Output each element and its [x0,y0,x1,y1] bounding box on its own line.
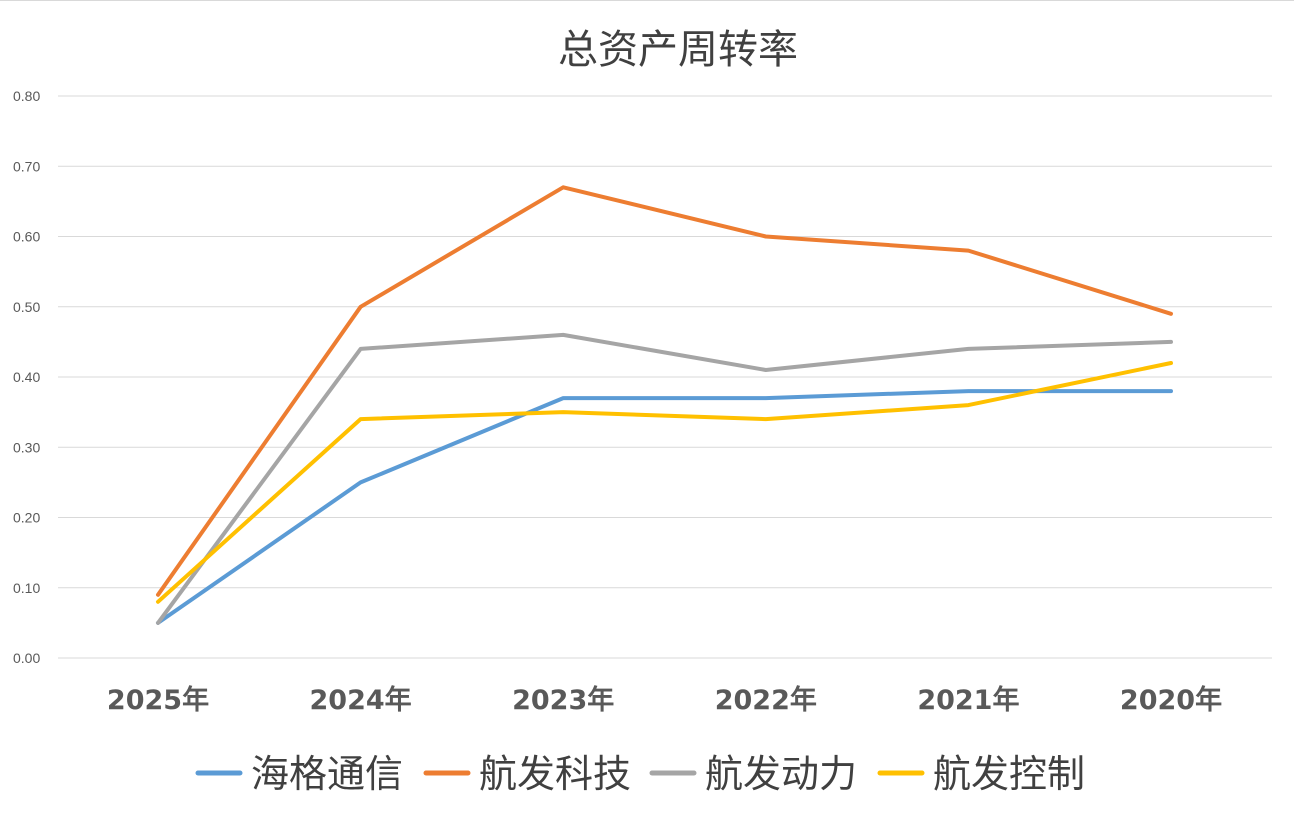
gridlines [58,95,1272,659]
y-tick-label: 0.00 [13,650,40,666]
y-tick-label: 0.20 [13,510,40,526]
series-line-3 [156,332,1173,625]
x-tick-label: 2025年 [107,684,209,716]
x-tick-label: 2020年 [1120,684,1222,716]
y-axis-ticks: 0.00 0.10 0.20 0.30 0.40 0.50 0.60 0.70 0.80 [13,88,40,666]
legend-item: 航发科技 [423,752,631,796]
y-tick-label: 0.40 [13,369,40,385]
y-tick-label: 0.50 [13,299,40,315]
series-line-2 [156,185,1173,597]
series-line-4 [156,361,1173,604]
legend: 海格通信 航发科技 航发动力 航发控制 [195,752,1085,796]
x-tick-label: 2022年 [715,684,817,716]
chart-title: 总资产周转率 [558,27,798,73]
y-tick-label: 0.70 [13,158,40,174]
y-tick-label: 0.30 [13,439,40,455]
y-tick-label: 0.60 [13,229,40,245]
legend-label: 海格通信 [251,752,403,796]
legend-item: 航发动力 [649,752,857,796]
series-line-1 [156,389,1173,625]
y-tick-label: 0.10 [13,580,40,596]
x-tick-label: 2024年 [310,684,412,716]
legend-label: 航发科技 [479,752,631,796]
x-tick-label: 2021年 [917,684,1019,716]
legend-item: 航发控制 [877,752,1085,796]
series-lines [156,185,1173,625]
legend-item: 海格通信 [195,752,403,796]
x-tick-label: 2023年 [512,684,614,716]
legend-label: 航发动力 [705,752,857,796]
y-tick-label: 0.80 [13,88,40,104]
x-axis-ticks: 2025年 2024年 2023年 2022年 2021年 2020年 [107,684,1222,716]
legend-label: 航发控制 [933,752,1085,796]
